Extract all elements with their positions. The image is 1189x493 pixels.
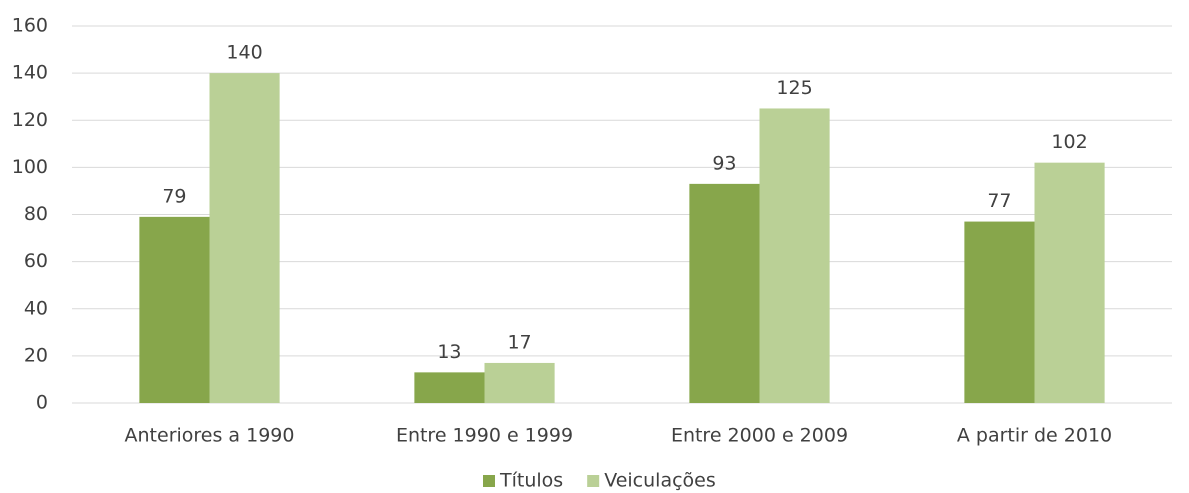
legend-swatch [587, 475, 600, 487]
y-tick-label: 120 [12, 109, 48, 131]
y-tick-label: 80 [24, 203, 48, 225]
legend-label: Títulos [499, 470, 563, 492]
data-label: 79 [162, 185, 186, 207]
data-label: 93 [712, 152, 736, 174]
bar [139, 216, 210, 403]
y-tick-label: 100 [12, 156, 48, 178]
y-tick-label: 160 [12, 15, 48, 37]
x-tick-label: A partir de 2010 [957, 425, 1112, 447]
data-label: 102 [1051, 131, 1087, 153]
x-tick-label: Anteriores a 1990 [125, 425, 295, 447]
bar [689, 183, 760, 403]
data-label: 140 [226, 42, 262, 64]
y-tick-label: 40 [24, 297, 48, 319]
data-label: 77 [987, 190, 1011, 212]
bar [209, 73, 280, 403]
bar [1034, 162, 1105, 403]
data-label: 17 [507, 331, 531, 353]
legend-swatch [483, 475, 495, 487]
legend-label: Veiculações [604, 470, 716, 492]
x-tick-label: Entre 1990 e 1999 [396, 425, 573, 447]
x-tick-label: Entre 2000 e 2009 [671, 425, 848, 447]
data-label: 13 [437, 341, 461, 363]
bar [484, 362, 555, 403]
y-tick-label: 60 [24, 250, 48, 272]
data-label: 125 [776, 77, 812, 99]
bar [759, 108, 830, 403]
y-tick-label: 20 [24, 344, 48, 366]
bar [414, 372, 485, 403]
y-tick-label: 140 [12, 62, 48, 84]
y-tick-label: 0 [36, 392, 48, 414]
bar [964, 221, 1035, 403]
